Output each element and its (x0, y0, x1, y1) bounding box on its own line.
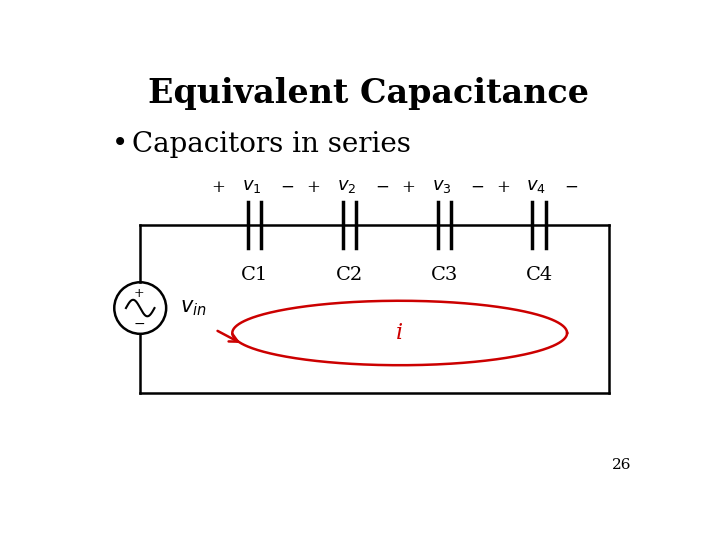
Text: C1: C1 (241, 266, 269, 285)
Text: −: − (564, 179, 578, 196)
Text: Equivalent Capacitance: Equivalent Capacitance (148, 77, 590, 110)
Text: −: − (469, 179, 484, 196)
Text: +: + (134, 287, 144, 300)
Text: +: + (306, 179, 320, 196)
Text: −: − (375, 179, 389, 196)
Text: •: • (112, 131, 129, 158)
Text: C3: C3 (431, 266, 458, 285)
Text: +: + (401, 179, 415, 196)
Text: −: − (280, 179, 294, 196)
Text: 26: 26 (612, 458, 631, 472)
Text: $v_2$: $v_2$ (337, 177, 356, 194)
Text: $v_1$: $v_1$ (242, 177, 261, 194)
Text: C4: C4 (526, 266, 553, 285)
Text: Capacitors in series: Capacitors in series (132, 131, 410, 158)
Text: $v_3$: $v_3$ (432, 177, 451, 194)
Text: C2: C2 (336, 266, 363, 285)
Text: +: + (212, 179, 225, 196)
Text: $v_{in}$: $v_{in}$ (180, 298, 207, 318)
Text: −: − (133, 317, 145, 331)
Text: $v_4$: $v_4$ (526, 177, 546, 194)
Text: i: i (396, 322, 403, 344)
Text: +: + (496, 179, 510, 196)
